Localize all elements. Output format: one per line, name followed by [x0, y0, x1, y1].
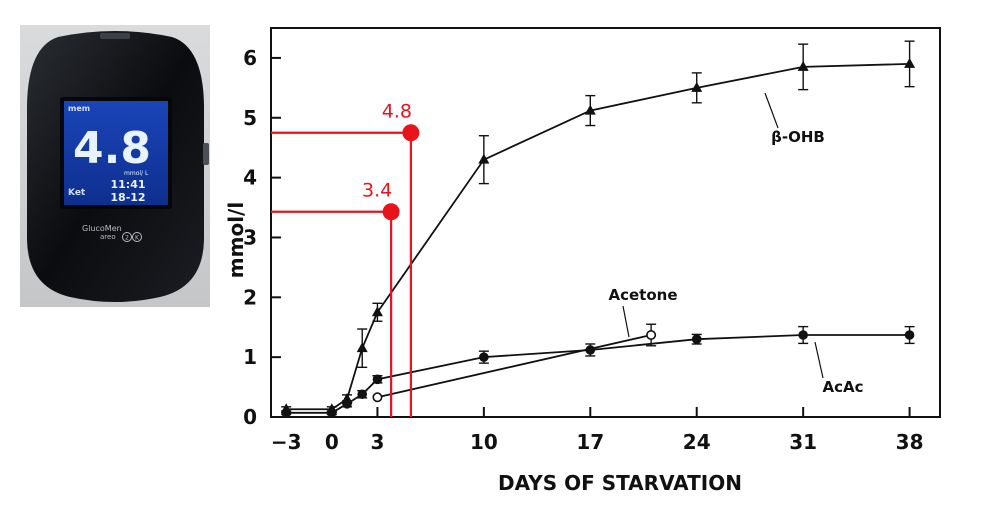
y-tick-label: 2 [243, 285, 257, 309]
x-tick-label: 10 [470, 430, 498, 454]
data-point-acetone [372, 392, 383, 403]
x-tick-label: 31 [789, 430, 817, 454]
reading-marker [382, 203, 400, 221]
y-axis-label: mmol/l [224, 202, 248, 278]
x-tick-label: 24 [683, 430, 711, 454]
ketone-meter-photo: mem 4.8 mmol/ L Ket 11:41 18-12 GlucoMen… [20, 25, 210, 307]
data-point-ohb [797, 60, 809, 71]
data-point-ohb [478, 153, 490, 164]
data-point-acac [342, 399, 352, 409]
reading-annotation: 4.8 [271, 101, 420, 417]
data-point-ohb [584, 104, 596, 115]
brand-logo: GlucoMen [82, 224, 122, 233]
x-axis-label: DAYS OF STARVATION [498, 471, 742, 495]
plot-frame [270, 27, 941, 418]
y-tick-label: 3 [243, 225, 257, 249]
y-tick-label: 0 [243, 405, 257, 429]
data-point-acac [357, 389, 368, 400]
data-point-ohb [691, 81, 703, 92]
series-leader-acac [814, 341, 824, 379]
series-label-acac: AcAc [822, 378, 863, 396]
x-tick-label: 3 [370, 430, 384, 454]
series-acetone [372, 323, 657, 403]
reading-marker [402, 124, 420, 142]
data-point-acac [479, 352, 489, 362]
x-tick-label: 38 [896, 430, 924, 454]
data-point-acac [281, 408, 292, 418]
y-tick-label: 1 [243, 345, 257, 369]
x-tick-label: 17 [576, 430, 604, 454]
data-point-acac [798, 330, 808, 340]
data-point-acac [327, 408, 337, 418]
data-point-ohb [371, 306, 383, 317]
series-label-ohb: β-OHB [771, 128, 825, 146]
y-tick-label: 6 [243, 46, 257, 70]
series-label-acetone: Acetone [608, 286, 677, 304]
series-leader-acetone [622, 305, 630, 338]
meter-screen [64, 101, 168, 205]
y-tick-label: 4 [243, 166, 257, 190]
ket-label: Ket [68, 188, 86, 198]
chart-plot-area: β-OHB AcAc Acetone [280, 40, 916, 418]
time-readout: 11:41 [110, 178, 145, 191]
series-line-acac [286, 334, 910, 414]
data-point-acac [372, 374, 383, 385]
series-leader-ohb [764, 92, 779, 129]
model-logo: areo [100, 233, 116, 241]
mem-label: mem [68, 104, 90, 113]
chart-axes: 0 1 2 3 4 5 6 −3 0 3 10 17 24 31 38 [243, 27, 941, 454]
data-point-acac [691, 334, 702, 345]
series-line-acetone [377, 334, 652, 399]
data-point-ohb [356, 342, 368, 353]
reading-label: 3.4 [362, 180, 392, 202]
unit-label: mmol/ L [124, 170, 149, 177]
data-point-acetone [646, 330, 657, 341]
series-line-ohb [286, 63, 910, 411]
x-tick-label: −3 [271, 430, 302, 454]
series-acac [281, 325, 915, 418]
series-ohb [280, 40, 916, 414]
chart-annotations: 4.8 3.4 [271, 101, 420, 417]
model-badge-icon [122, 232, 132, 242]
date-readout: 18-12 [110, 191, 145, 204]
reading-label: 4.8 [382, 101, 412, 123]
svg-text:K: K [135, 235, 140, 242]
y-tick-label: 5 [243, 106, 257, 130]
ketone-reading: 4.8 [73, 123, 151, 174]
data-point-ohb [904, 57, 916, 68]
ketone-chart: 0 1 2 3 4 5 6 −3 0 3 10 17 24 31 38 β-OHB AcAc Acetone 4… [224, 27, 941, 495]
data-point-acac [904, 330, 915, 340]
reading-annotation: 3.4 [271, 180, 400, 417]
x-tick-label: 0 [325, 430, 339, 454]
svg-text:2: 2 [125, 235, 129, 242]
